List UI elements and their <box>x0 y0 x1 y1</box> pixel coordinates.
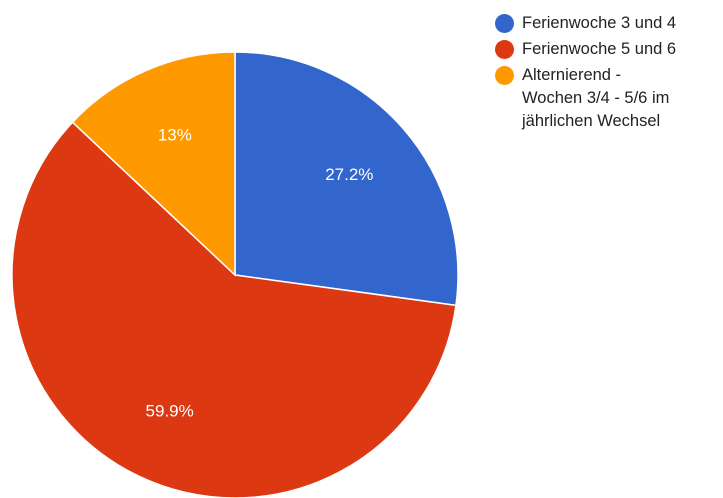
legend-item-alternierend[interactable]: Alternierend - Wochen 3/4 - 5/6 im jährl… <box>495 64 720 133</box>
legend-swatch-blue <box>495 14 514 33</box>
legend-swatch-orange <box>495 66 514 85</box>
legend-label: Alternierend - Wochen 3/4 - 5/6 im jährl… <box>522 66 670 130</box>
slice-label-2: 13% <box>158 125 192 144</box>
pie-slice-2[interactable] <box>71 51 236 277</box>
legend-label: Ferienwoche 5 und 6 <box>522 40 677 58</box>
legend-label: Ferienwoche 3 und 4 <box>522 14 677 32</box>
slice-label-1: 59.9% <box>146 401 194 420</box>
legend: Ferienwoche 3 und 4 Ferienwoche 5 und 6 … <box>495 12 720 136</box>
pie-slice-1[interactable] <box>11 121 457 498</box>
legend-item-ferienwoche-5-6[interactable]: Ferienwoche 5 und 6 <box>495 38 720 61</box>
slice-label-0: 27.2% <box>325 165 373 184</box>
legend-item-ferienwoche-3-4[interactable]: Ferienwoche 3 und 4 <box>495 12 720 35</box>
pie-slice-0[interactable] <box>234 51 459 307</box>
legend-swatch-red <box>495 40 514 59</box>
